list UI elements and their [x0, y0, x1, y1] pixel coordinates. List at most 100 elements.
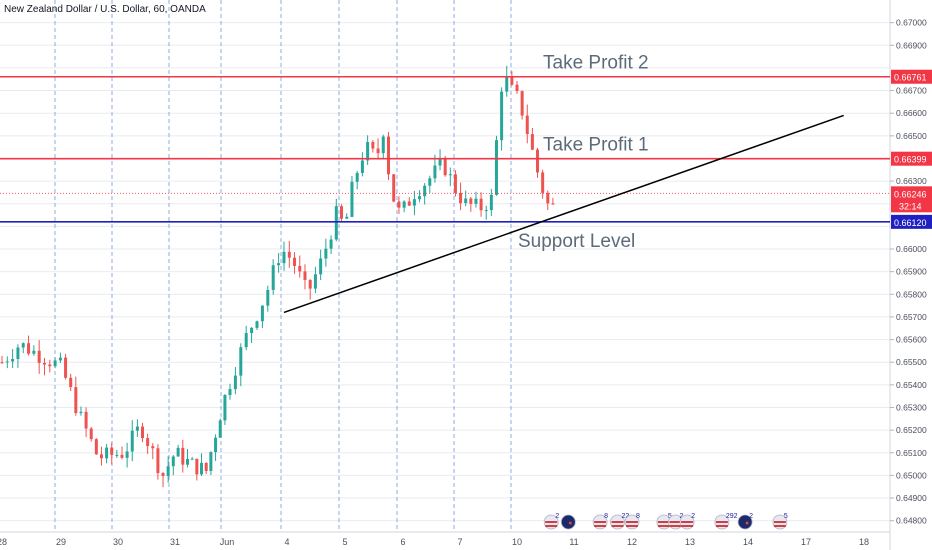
- y-tick-label: 0.65200: [896, 425, 927, 435]
- x-tick-label: 17: [801, 537, 811, 547]
- candle-body: [392, 174, 396, 202]
- candle-body: [551, 203, 555, 205]
- candle-body: [94, 439, 98, 455]
- candle-body: [479, 198, 483, 211]
- us-flag-icon[interactable]: 8: [624, 513, 640, 530]
- event-count: 2: [555, 513, 559, 520]
- candle-body: [266, 289, 270, 306]
- y-tick-label: 0.65800: [896, 289, 927, 299]
- chart-title: New Zealand Dollar / U.S. Dollar, 60, OA…: [4, 4, 206, 15]
- price-axis[interactable]: 0.66761 0.66399 0.66120 0.66246 32:14 0.67000…: [890, 18, 932, 526]
- candle-body: [282, 251, 286, 264]
- candle-body: [308, 279, 312, 289]
- candle-body: [171, 456, 175, 467]
- candle-body: [433, 165, 437, 179]
- candle-body: [271, 265, 275, 290]
- candle-body: [530, 134, 534, 150]
- bar-countdown-text: 32:14: [899, 201, 922, 211]
- y-tick-label: 0.65400: [896, 380, 927, 390]
- candle-body: [536, 149, 540, 173]
- event-count: 5: [784, 513, 788, 520]
- candle-body: [376, 148, 380, 154]
- candle-body: [418, 196, 422, 200]
- candle-body: [130, 430, 134, 452]
- us-flag-icon[interactable]: 2: [668, 513, 684, 530]
- candle-body: [515, 84, 519, 92]
- time-axis[interactable]: 28 29 30 31 Jun 4 5 6 7 10 11 12 13 14 17 18: [0, 537, 869, 547]
- x-tick-label: 5: [342, 537, 347, 547]
- candle-body: [366, 142, 370, 161]
- x-tick-label: 10: [512, 537, 522, 547]
- candle-body: [260, 305, 264, 322]
- horizontal-levels[interactable]: Take Profit 2 Take Profit 1 Support Level: [0, 53, 890, 252]
- level-price-tag: [891, 151, 932, 166]
- candle-body: [185, 458, 189, 465]
- candle-body: [298, 265, 302, 272]
- economic-events-row[interactable]: 2 8 22 8 5 2 2 292 2 5: [543, 513, 788, 530]
- trendline[interactable]: [283, 114, 844, 314]
- candle-body: [438, 158, 442, 166]
- event-count: 2: [749, 513, 753, 520]
- x-tick-label: 4: [284, 537, 289, 547]
- candle-body: [412, 199, 416, 206]
- candle-body: [244, 333, 248, 348]
- us-flag-icon[interactable]: 292: [714, 513, 738, 530]
- candle-body: [505, 76, 509, 92]
- candle-body: [423, 185, 427, 197]
- candle-body: [204, 462, 208, 471]
- candle-body: [287, 251, 291, 258]
- candle-body: [500, 91, 504, 141]
- candle-body: [37, 350, 41, 363]
- y-tick-label: 0.65600: [896, 335, 927, 345]
- y-tick-label: 0.66900: [896, 40, 927, 50]
- us-flag-icon[interactable]: 5: [656, 513, 672, 530]
- us-flag-icon[interactable]: 2: [543, 513, 559, 530]
- event-count: 8: [636, 513, 640, 520]
- candle-body: [319, 258, 323, 275]
- event-count: 8: [604, 513, 608, 520]
- y-tick-label: 0.66500: [896, 131, 927, 141]
- trendline-line[interactable]: [283, 114, 844, 314]
- y-tick-label: 0.66300: [896, 176, 927, 186]
- candle-body: [233, 375, 237, 390]
- candle-body: [141, 426, 145, 439]
- candle-body: [381, 136, 385, 154]
- x-tick-label: 11: [569, 537, 578, 547]
- candle-body: [474, 198, 478, 204]
- level-price-text: 0.66120: [894, 218, 927, 228]
- y-tick-label: 0.65100: [896, 448, 927, 458]
- level-label: Take Profit 1: [543, 135, 649, 156]
- nz-flag-icon[interactable]: [560, 514, 576, 530]
- us-flag-icon[interactable]: 8: [592, 513, 608, 530]
- candle-body: [151, 446, 155, 449]
- candle-body: [16, 347, 20, 359]
- candle-body: [69, 377, 73, 388]
- candle-body: [99, 454, 103, 459]
- candle-body: [200, 462, 204, 475]
- candle-body: [32, 350, 36, 354]
- us-flag-icon[interactable]: 2: [679, 513, 695, 530]
- candle-body: [329, 239, 333, 249]
- candle-body: [74, 387, 78, 414]
- candle-body: [190, 458, 194, 460]
- candle-body: [464, 198, 468, 204]
- candle-body: [239, 347, 243, 376]
- candle-body: [324, 248, 328, 259]
- candle-body: [293, 257, 297, 266]
- us-flag-icon[interactable]: 22: [610, 513, 630, 530]
- candle-body: [115, 454, 119, 456]
- level-label: Support Level: [518, 231, 635, 252]
- candle-body: [161, 473, 165, 477]
- candle-body: [350, 181, 354, 217]
- candle-body: [228, 389, 232, 396]
- y-tick-label: 0.64800: [896, 516, 927, 526]
- candle-body: [428, 178, 432, 186]
- candle-body: [42, 362, 46, 365]
- nz-flag-icon[interactable]: 2: [737, 513, 753, 530]
- candle-body: [105, 447, 109, 459]
- candle-body: [181, 447, 185, 465]
- x-tick-label: 13: [685, 537, 695, 547]
- us-flag-icon[interactable]: 5: [772, 513, 788, 530]
- candle-body: [135, 426, 139, 431]
